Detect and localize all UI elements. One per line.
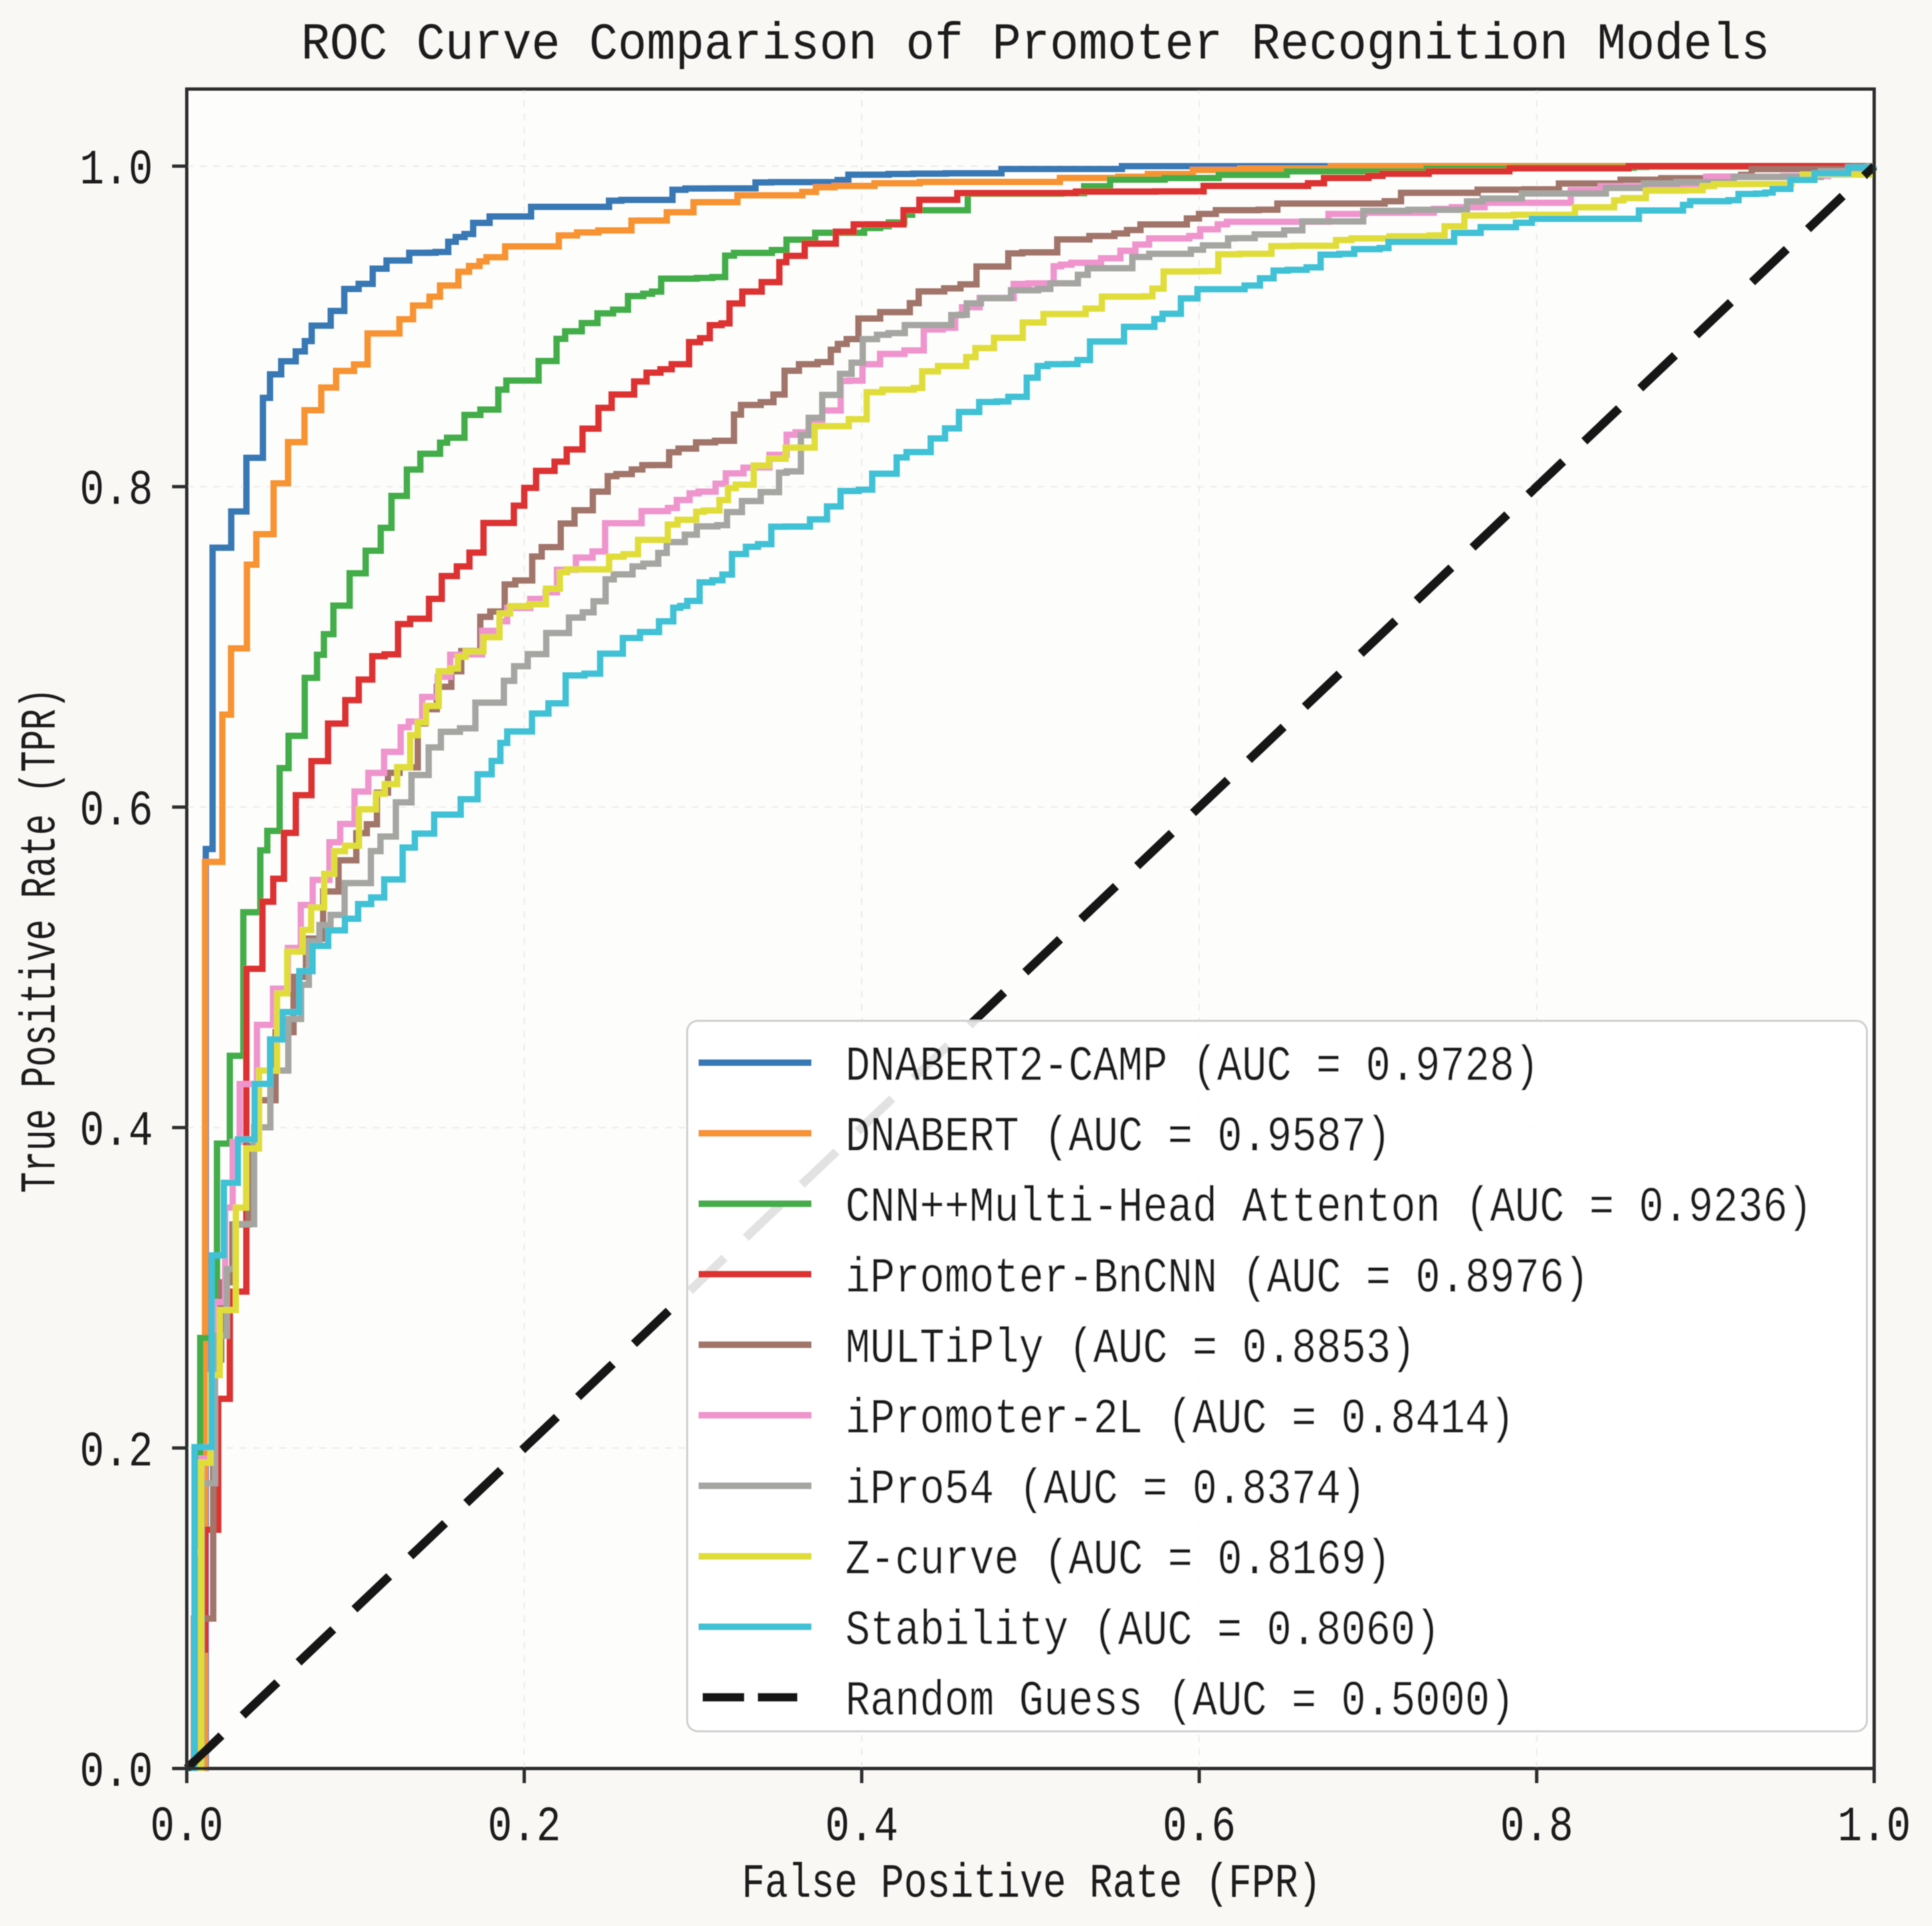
svg-text:CNN++Multi-Head Attenton (AUC: CNN++Multi-Head Attenton (AUC = 0.9236)	[845, 1180, 1812, 1236]
svg-text:0.8: 0.8	[80, 463, 153, 519]
svg-text:0.4: 0.4	[825, 1800, 899, 1856]
svg-text:0.2: 0.2	[80, 1425, 153, 1481]
svg-text:0.0: 0.0	[80, 1745, 153, 1801]
svg-text:MULTiPly (AUC = 0.8853): MULTiPly (AUC = 0.8853)	[845, 1321, 1416, 1377]
svg-text:Random Guess (AUC = 0.5000): Random Guess (AUC = 0.5000)	[845, 1674, 1515, 1730]
svg-text:0.6: 0.6	[80, 784, 153, 839]
svg-text:0.4: 0.4	[80, 1105, 153, 1160]
svg-text:Z-curve (AUC = 0.8169): Z-curve (AUC = 0.8169)	[845, 1533, 1391, 1589]
svg-text:DNABERT2-CAMP (AUC = 0.9728): DNABERT2-CAMP (AUC = 0.9728)	[845, 1039, 1539, 1095]
svg-text:0.0: 0.0	[150, 1800, 223, 1856]
svg-text:0.2: 0.2	[488, 1800, 561, 1856]
svg-text:False Positive Rate (FPR): False Positive Rate (FPR)	[742, 1857, 1321, 1911]
svg-text:iPromoter-BnCNN (AUC = 0.8976): iPromoter-BnCNN (AUC = 0.8976)	[845, 1251, 1589, 1307]
svg-text:iPromoter-2L (AUC = 0.8414): iPromoter-2L (AUC = 0.8414)	[845, 1392, 1515, 1448]
svg-text:True Positive Rate (TPR): True Positive Rate (TPR)	[13, 688, 70, 1193]
svg-text:0.8: 0.8	[1500, 1800, 1573, 1856]
svg-text:DNABERT (AUC = 0.9587): DNABERT (AUC = 0.9587)	[845, 1110, 1391, 1166]
svg-text:ROC Curve Comparison of Promot: ROC Curve Comparison of Promoter Recogni…	[301, 16, 1770, 74]
svg-text:1.0: 1.0	[1838, 1800, 1911, 1856]
svg-text:1.0: 1.0	[80, 143, 153, 199]
svg-text:0.6: 0.6	[1162, 1800, 1235, 1856]
svg-text:iPro54 (AUC = 0.8374): iPro54 (AUC = 0.8374)	[845, 1463, 1366, 1519]
svg-text:Stability (AUC = 0.8060): Stability (AUC = 0.8060)	[845, 1604, 1440, 1659]
